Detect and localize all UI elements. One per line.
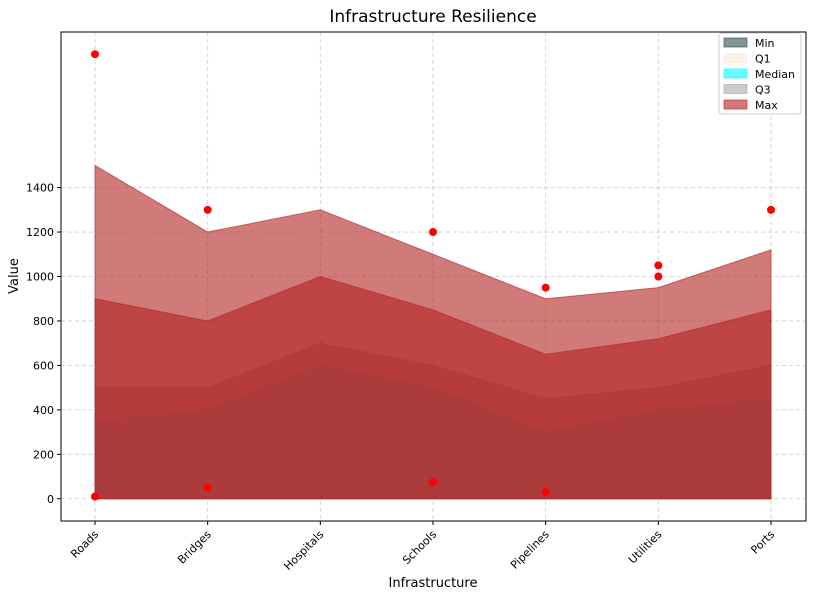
x-axis-ticks: Roads Bridges Hospitals Schools Pipelines Uti… — [68, 521, 777, 573]
x-axis-title: Infrastructure — [389, 576, 478, 591]
legend-label: Median — [755, 68, 795, 81]
outlier-point — [203, 483, 212, 492]
outlier-points — [91, 50, 775, 501]
y-axis-title: Value — [7, 258, 22, 294]
outlier-point — [429, 228, 437, 237]
legend-swatch — [723, 53, 748, 63]
legend-label: Q3 — [755, 84, 771, 97]
x-tick-label: Utilities — [626, 528, 665, 567]
legend-swatch — [723, 37, 748, 48]
y-tick-label: 1400 — [26, 182, 54, 195]
legend: Min Q1 Median Q3 Max — [718, 32, 802, 115]
series-areas — [94, 164, 772, 500]
outlier-point — [654, 272, 663, 281]
x-tick-label: Bridges — [175, 528, 214, 567]
y-tick-label: 1000 — [26, 271, 54, 284]
y-tick-label: 800 — [33, 315, 54, 328]
outlier-point — [541, 283, 550, 292]
x-tick-label: Hospitals — [281, 528, 326, 573]
y-tick-label: 200 — [33, 448, 54, 461]
legend-swatch — [723, 68, 748, 79]
x-tick-label: Schools — [400, 528, 439, 567]
y-tick-label: 0 — [47, 493, 54, 506]
y-tick-label: 1200 — [26, 226, 54, 239]
outlier-point — [91, 492, 99, 501]
outlier-point — [767, 205, 775, 214]
outlier-point — [654, 261, 663, 270]
outlier-point — [203, 205, 212, 214]
chart-title: Infrastructure Resilience — [329, 7, 536, 27]
legend-label: Max — [755, 99, 778, 112]
legend-label: Q1 — [755, 53, 771, 66]
x-tick-label: Ports — [748, 528, 777, 557]
legend-swatch — [723, 84, 748, 94]
outlier-point — [91, 50, 99, 59]
legend-label: Min — [755, 37, 775, 50]
y-axis-ticks: 0 200 400 600 800 1000 1200 1400 — [26, 182, 61, 506]
y-tick-label: 600 — [33, 359, 54, 372]
outlier-point — [429, 478, 437, 487]
x-tick-label: Roads — [68, 528, 101, 561]
legend-swatch — [723, 99, 748, 110]
area-series-upper-5 — [94, 164, 772, 500]
x-tick-label: Pipelines — [508, 528, 552, 572]
outlier-point — [541, 488, 550, 497]
y-tick-label: 400 — [33, 404, 54, 417]
